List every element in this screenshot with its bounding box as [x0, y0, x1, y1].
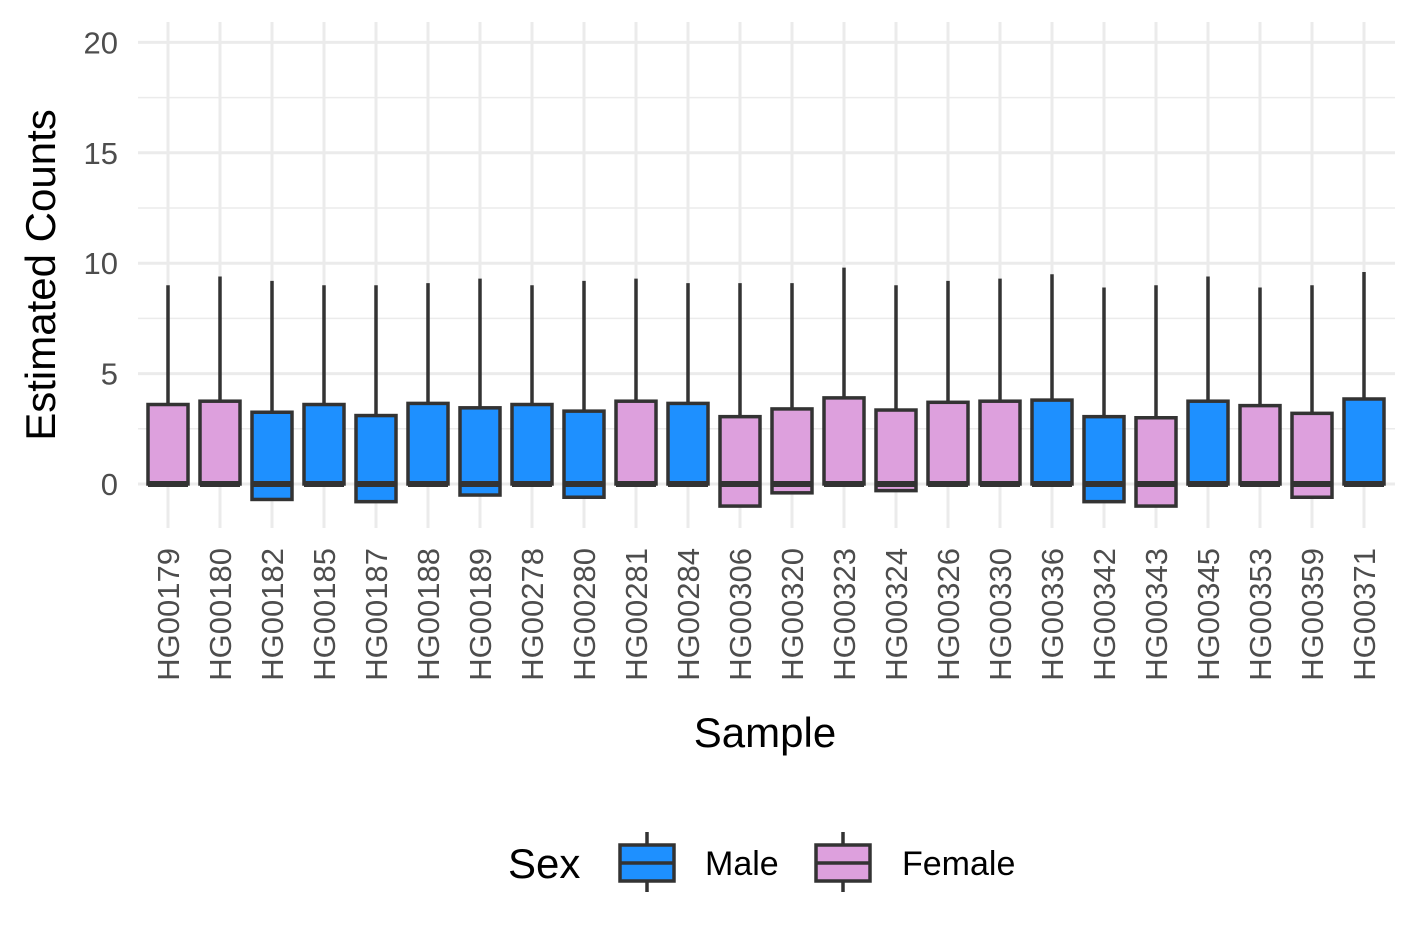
y-tick-label: 20 — [84, 25, 118, 60]
x-tick-label: HG00182 — [255, 548, 290, 681]
box-HG00345 — [1186, 276, 1230, 487]
box-body — [614, 399, 658, 486]
x-tick-label: HG00330 — [983, 548, 1018, 681]
box-HG00187 — [354, 285, 398, 504]
x-tick-label: HG00187 — [359, 548, 394, 681]
box-body — [302, 402, 346, 486]
x-tick-label: HG00326 — [931, 548, 966, 681]
x-tick-label: HG00320 — [775, 548, 810, 681]
box-body — [1030, 398, 1074, 486]
box-body — [1134, 416, 1178, 508]
x-tick-label: HG00342 — [1087, 548, 1122, 681]
box-HG00336 — [1030, 274, 1074, 487]
box-HG00188 — [406, 283, 450, 487]
y-tick-label: 15 — [84, 136, 118, 171]
x-tick-label: HG00343 — [1139, 548, 1174, 681]
box-HG00320 — [770, 283, 814, 495]
box-body — [198, 399, 242, 486]
y-tick-label: 0 — [101, 467, 118, 502]
x-tick-label: HG00180 — [203, 548, 238, 681]
box-HG00323 — [822, 267, 866, 487]
y-tick-label: 5 — [101, 357, 118, 392]
x-axis-title: Sample — [694, 709, 836, 756]
box-HG00280 — [562, 280, 606, 499]
box-body — [510, 402, 554, 486]
legend: Sex Male Female — [508, 832, 1015, 892]
x-tick-label: HG00188 — [411, 548, 446, 681]
box-HG00278 — [510, 285, 554, 487]
box-HG00189 — [458, 278, 502, 497]
box-HG00353 — [1238, 287, 1282, 487]
box-body — [874, 408, 918, 493]
box-body — [822, 396, 866, 486]
box-body — [146, 402, 190, 486]
box-HG00330 — [978, 278, 1022, 487]
legend-keys — [618, 832, 872, 892]
x-tick-label: HG00306 — [723, 548, 758, 681]
box-body — [1238, 403, 1282, 486]
x-tick-label: HG00336 — [1035, 548, 1070, 681]
box-HG00343 — [1134, 285, 1178, 508]
legend-title: Sex — [508, 840, 580, 887]
legend-label-male: Male — [705, 845, 779, 883]
x-tick-label: HG00359 — [1295, 548, 1330, 681]
box-body — [718, 414, 762, 508]
legend-label-female: Female — [902, 845, 1015, 883]
x-tick-label: HG00189 — [463, 548, 498, 681]
x-axis-ticks: HG00179 HG00180 HG00182 HG00185 HG00187 HG001… — [151, 548, 1382, 681]
x-tick-label: HG00278 — [515, 548, 550, 681]
box-body — [770, 407, 814, 495]
y-axis-ticks: 0 5 10 15 20 — [84, 25, 118, 502]
box-body — [978, 399, 1022, 486]
box-body — [1342, 397, 1386, 486]
x-tick-label: HG00353 — [1243, 548, 1278, 681]
y-tick-label: 10 — [84, 246, 118, 281]
box-HG00284 — [666, 283, 710, 487]
x-tick-label: HG00323 — [827, 548, 862, 681]
box-HG00182 — [250, 280, 294, 502]
box-HG00359 — [1290, 285, 1334, 499]
box-body — [666, 401, 710, 486]
x-tick-label: HG00371 — [1347, 548, 1382, 681]
box-HG00180 — [198, 276, 242, 487]
box-HG00371 — [1342, 272, 1386, 487]
box-HG00185 — [302, 285, 346, 487]
box-body — [1082, 414, 1126, 504]
box-HG00281 — [614, 278, 658, 487]
box-HG00326 — [926, 280, 970, 487]
box-body — [354, 413, 398, 504]
legend-key-female — [814, 832, 872, 892]
box-body — [926, 400, 970, 486]
x-tick-label: HG00185 — [307, 548, 342, 681]
x-tick-label: HG00324 — [879, 548, 914, 681]
box-body — [406, 401, 450, 486]
boxes — [146, 267, 1386, 508]
x-tick-label: HG00345 — [1191, 548, 1226, 681]
x-tick-label: HG00179 — [151, 548, 186, 681]
legend-key-male — [618, 832, 676, 892]
box-HG00306 — [718, 283, 762, 508]
x-tick-label: HG00281 — [619, 548, 654, 681]
box-body — [1186, 399, 1230, 486]
box-HG00324 — [874, 285, 918, 493]
x-tick-label: HG00280 — [567, 548, 602, 681]
box-HG00342 — [1082, 287, 1126, 504]
y-axis-title: Estimated Counts — [17, 109, 64, 441]
box-body — [458, 406, 502, 497]
box-HG00179 — [146, 285, 190, 487]
x-tick-label: HG00284 — [671, 548, 706, 681]
